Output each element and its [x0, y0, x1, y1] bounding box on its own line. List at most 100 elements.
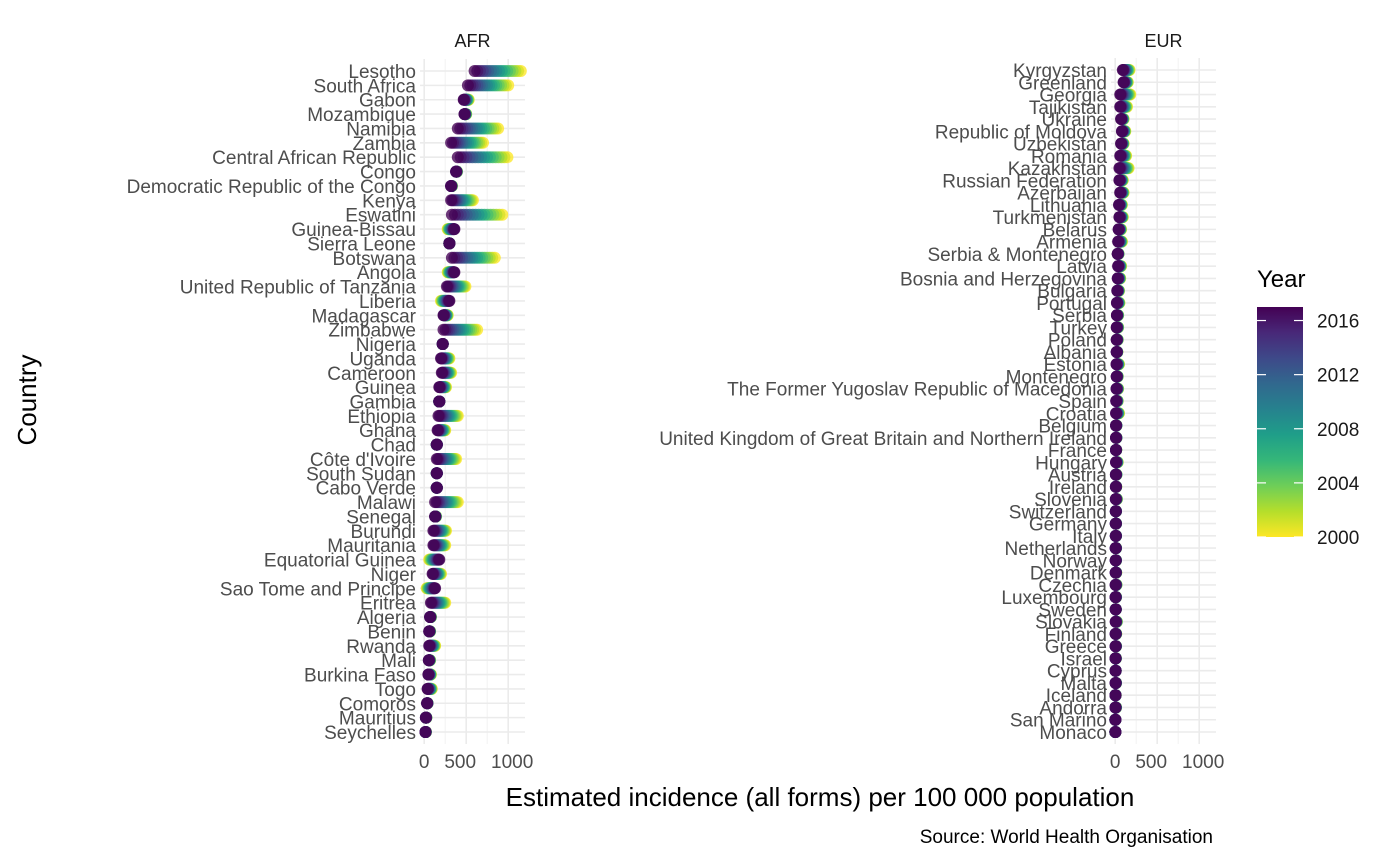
- data-point: [431, 424, 444, 437]
- data-point: [1112, 235, 1125, 248]
- country-label: Equatorial Guinea: [264, 551, 417, 572]
- data-point: [1116, 64, 1129, 76]
- data-point: [1109, 554, 1122, 567]
- data-point: [436, 338, 449, 350]
- country-label: Eritrea: [360, 594, 416, 615]
- country-label: Portugal: [1036, 294, 1107, 315]
- country-label: Sierra Leone: [307, 234, 416, 255]
- country-label: Turkmenistan: [993, 208, 1107, 229]
- data-point: [1111, 247, 1124, 260]
- legend-colorbar: [1257, 307, 1303, 537]
- country-label: Latvia: [1056, 257, 1107, 278]
- country-label: Tajikistan: [1029, 98, 1107, 119]
- country-label: Botswana: [333, 249, 417, 270]
- country-label: The Former Yugoslav Republic of Macedoni…: [727, 380, 1107, 401]
- legend-label: 2016: [1317, 312, 1359, 333]
- data-point: [424, 596, 437, 609]
- year-legend: Year 2016 2012 2008 2004 2000: [1257, 266, 1360, 549]
- country-label: Angola: [357, 263, 417, 284]
- data-point: [423, 625, 436, 638]
- country-label: Mozambique: [307, 105, 416, 126]
- data-point: [1110, 333, 1123, 346]
- country-label: Croatia: [1046, 404, 1108, 425]
- data-point: [422, 654, 435, 667]
- country-label: Switzerland: [1009, 502, 1107, 523]
- country-label: Senegal: [346, 507, 416, 528]
- data-point: [1112, 223, 1125, 236]
- country-label: Czechia: [1038, 576, 1107, 597]
- data-point: [1109, 578, 1122, 591]
- data-point: [437, 309, 450, 322]
- country-label: Liberia: [359, 292, 416, 313]
- country-label: United Republic of Tanzania: [180, 278, 417, 299]
- country-label: Cabo Verde: [316, 479, 416, 500]
- country-label: Congo: [360, 163, 416, 184]
- data-point: [451, 122, 464, 135]
- data-point: [1109, 591, 1122, 604]
- country-label: Madagascar: [311, 306, 416, 327]
- country-label: Ghana: [359, 421, 416, 442]
- x-axis-title: Estimated incidence (all forms) per 100 …: [506, 782, 1135, 812]
- data-point: [448, 223, 461, 236]
- data-point: [1109, 566, 1122, 579]
- x-tick-label: 500: [444, 752, 476, 773]
- data-point: [1117, 76, 1130, 89]
- country-label: Finland: [1045, 625, 1107, 646]
- country-label: Luxembourg: [1001, 588, 1107, 609]
- data-point: [1111, 284, 1124, 297]
- data-point: [421, 682, 434, 695]
- country-label: Niger: [371, 565, 417, 586]
- data-point: [1110, 296, 1123, 309]
- data-point: [1109, 689, 1122, 702]
- data-point: [1115, 137, 1128, 150]
- country-label: Gabon: [359, 91, 416, 112]
- data-point: [1113, 211, 1126, 224]
- country-label: South Africa: [314, 76, 417, 97]
- country-label: Monaco: [1039, 723, 1107, 744]
- data-point: [1114, 149, 1127, 162]
- data-point: [1109, 529, 1122, 542]
- country-label: Nigeria: [356, 335, 417, 356]
- data-point: [1109, 505, 1122, 518]
- country-label: Bulgaria: [1037, 282, 1107, 303]
- country-label: Republic of Moldova: [935, 122, 1108, 143]
- data-point: [1109, 640, 1122, 653]
- legend-label: 2000: [1317, 528, 1359, 549]
- data-point: [448, 266, 461, 279]
- legend-label: 2004: [1317, 474, 1360, 495]
- country-label: Central African Republic: [212, 148, 416, 169]
- country-label: Ethiopia: [347, 407, 416, 428]
- country-label: Sao Tome and Principe: [220, 579, 416, 600]
- country-label: Estonia: [1044, 355, 1108, 376]
- country-label: Slovakia: [1035, 613, 1107, 634]
- country-label: Bosnia and Herzegovina: [900, 269, 1107, 290]
- x-tick-label: 500: [1135, 752, 1167, 773]
- data-point: [427, 539, 440, 552]
- country-label: Denmark: [1030, 564, 1108, 585]
- country-label: Malawi: [357, 493, 416, 514]
- facet-title-afr: AFR: [455, 31, 491, 51]
- data-point: [1110, 382, 1123, 395]
- y-axis-title: Country: [12, 354, 42, 445]
- panel-eur: EURKyrgyzstanGreenlandGeorgiaTajikistanU…: [659, 31, 1224, 773]
- data-point: [419, 711, 432, 724]
- country-label: Montenegro: [1006, 367, 1107, 388]
- country-label: Serbia: [1052, 306, 1107, 327]
- country-label: Kenya: [362, 191, 416, 212]
- country-label: Georgia: [1039, 86, 1107, 107]
- country-label: Mauritania: [327, 536, 416, 557]
- country-label: Eswatini: [345, 206, 416, 227]
- country-label: Burkina Faso: [304, 666, 416, 687]
- data-point: [430, 467, 443, 480]
- data-point: [450, 165, 463, 178]
- country-label: Zambia: [353, 134, 417, 155]
- country-label: Italy: [1072, 527, 1107, 548]
- data-point: [1109, 652, 1122, 665]
- data-point: [1110, 358, 1123, 371]
- x-tick-label: 0: [1110, 752, 1121, 773]
- data-point: [1109, 677, 1122, 689]
- x-tick-label: 0: [419, 752, 430, 773]
- data-point: [1114, 186, 1127, 199]
- country-label: Greenland: [1018, 73, 1107, 94]
